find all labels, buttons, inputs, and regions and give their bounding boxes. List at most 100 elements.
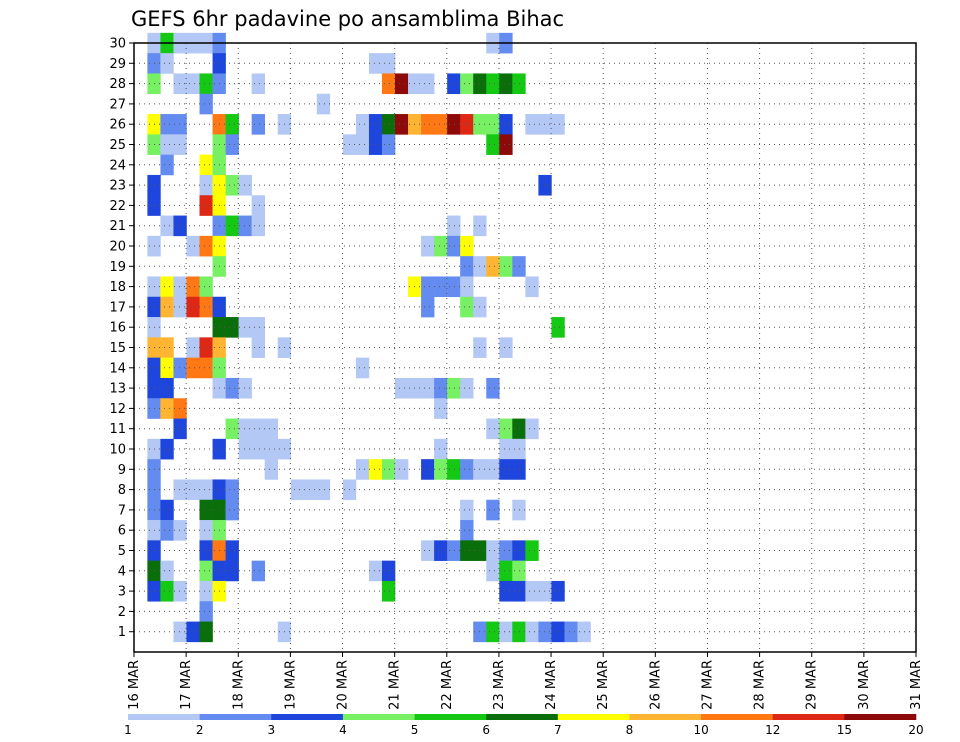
legend-swatch-8 bbox=[629, 714, 702, 720]
x-tick-label: 18 MAR bbox=[231, 660, 246, 710]
cell-m28-t30 bbox=[512, 73, 526, 95]
cell-m19-t30 bbox=[512, 256, 526, 277]
x-tick-label: 20 MAR bbox=[336, 660, 351, 710]
cell-m11-t29 bbox=[499, 418, 513, 440]
cell-m6-t3 bbox=[160, 520, 174, 541]
cell-m9-t30 bbox=[512, 459, 526, 480]
cell-m9-t29 bbox=[499, 459, 513, 480]
cell-m21-t10 bbox=[251, 215, 265, 237]
cell-m7-t30 bbox=[512, 499, 526, 521]
cell-m1-t5 bbox=[186, 621, 200, 643]
cell-m20-t5 bbox=[186, 235, 200, 257]
cell-m9-t24 bbox=[434, 459, 448, 480]
cell-m18-t26 bbox=[460, 276, 474, 298]
y-tick-label: 28 bbox=[109, 77, 126, 92]
cell-m7-t8 bbox=[225, 499, 239, 521]
cell-m3-t30 bbox=[512, 580, 526, 602]
legend-swatch-11 bbox=[844, 714, 917, 720]
cell-m13-t28 bbox=[486, 377, 500, 399]
cell-m8-t14 bbox=[303, 479, 318, 501]
cell-m28-t28 bbox=[486, 73, 500, 95]
cell-m26-t28 bbox=[486, 114, 500, 135]
y-tick-label: 12 bbox=[109, 402, 126, 417]
cell-m6-t6 bbox=[199, 520, 213, 541]
x-tick-label: 16 MAR bbox=[127, 660, 142, 710]
cell-m4-t20 bbox=[381, 560, 396, 582]
cell-m1-t30 bbox=[512, 621, 526, 643]
x-tick-label: 24 MAR bbox=[544, 660, 559, 710]
legend-label: 4 bbox=[339, 723, 347, 737]
cell-m10-t3 bbox=[160, 438, 174, 460]
cell-m16-t33 bbox=[551, 317, 565, 338]
cell-m4-t28 bbox=[486, 560, 500, 582]
cell-m10-t30 bbox=[512, 438, 526, 460]
x-tick-label: 29 MAR bbox=[805, 660, 820, 710]
cell-m9-t18 bbox=[355, 459, 370, 480]
cell-m13-t8 bbox=[225, 377, 239, 399]
cell-m26-t26 bbox=[460, 114, 474, 135]
y-tick-label: 4 bbox=[118, 564, 126, 579]
cell-m26-t3 bbox=[160, 114, 174, 135]
cell-m24-t3 bbox=[160, 154, 174, 176]
cell-m18-t23 bbox=[421, 276, 435, 298]
x-tick-label: 26 MAR bbox=[648, 660, 663, 710]
cell-m21-t3 bbox=[160, 215, 174, 237]
cell-m5-t26 bbox=[460, 540, 474, 561]
grid-lines bbox=[134, 42, 916, 652]
cell-m20-t26 bbox=[460, 235, 474, 257]
cell-m21-t4 bbox=[173, 215, 187, 237]
cell-m15-t3 bbox=[160, 337, 174, 358]
cell-m8-t15 bbox=[316, 479, 331, 501]
cell-m3-t32 bbox=[538, 580, 552, 602]
cell-m10-t24 bbox=[434, 438, 448, 460]
y-tick-label: 13 bbox=[109, 382, 126, 397]
cell-m13-t9 bbox=[238, 377, 252, 399]
cell-m1-t29 bbox=[499, 621, 513, 643]
y-tick-label: 21 bbox=[109, 219, 126, 234]
cell-m5-t24 bbox=[434, 540, 448, 561]
cell-m26-t25 bbox=[447, 114, 461, 135]
cell-m26-t31 bbox=[525, 114, 539, 135]
cell-m17-t23 bbox=[421, 296, 435, 318]
cell-m22-t6 bbox=[199, 195, 213, 216]
cell-m9-t19 bbox=[368, 459, 383, 480]
cell-m27-t15 bbox=[316, 93, 331, 115]
y-tick-label: 19 bbox=[109, 260, 126, 275]
cell-m19-t26 bbox=[460, 256, 474, 277]
cell-m26-t29 bbox=[499, 114, 513, 135]
cell-m1-t32 bbox=[538, 621, 552, 643]
cell-m18-t6 bbox=[199, 276, 213, 298]
legend-swatch-5 bbox=[414, 714, 487, 720]
cell-m8-t13 bbox=[290, 479, 305, 501]
cell-m28-t4 bbox=[173, 73, 187, 95]
y-tick-label: 23 bbox=[109, 179, 126, 194]
cell-m4-t30 bbox=[512, 560, 526, 582]
cell-m5-t31 bbox=[525, 540, 539, 561]
legend-swatch-7 bbox=[557, 714, 630, 720]
cell-m9-t20 bbox=[381, 459, 396, 480]
y-tick-label: 10 bbox=[109, 443, 126, 458]
legend-label: 3 bbox=[267, 723, 275, 737]
cell-m12-t4 bbox=[173, 398, 187, 419]
y-tick-label: 18 bbox=[109, 280, 126, 295]
cell-m4-t19 bbox=[368, 560, 383, 582]
x-tick-label: 22 MAR bbox=[440, 660, 455, 710]
cell-m3-t29 bbox=[499, 580, 513, 602]
cell-m23-t32 bbox=[538, 174, 552, 196]
cell-m17-t4 bbox=[173, 296, 187, 318]
cell-m23-t9 bbox=[238, 174, 252, 196]
cell-m1-t34 bbox=[564, 621, 578, 643]
cell-m18-t24 bbox=[434, 276, 448, 298]
cell-m15-t10 bbox=[251, 337, 265, 358]
cell-m12-t3 bbox=[160, 398, 174, 419]
legend-label: 7 bbox=[554, 723, 562, 737]
legend-label: 1 bbox=[124, 723, 132, 737]
cell-m18-t3 bbox=[160, 276, 174, 298]
cell-m1-t6 bbox=[199, 621, 213, 643]
cell-m26-t10 bbox=[251, 114, 265, 135]
cell-m9-t23 bbox=[421, 459, 435, 480]
cell-m21-t25 bbox=[447, 215, 461, 237]
legend-label: 20 bbox=[908, 723, 923, 737]
cell-m26-t32 bbox=[538, 114, 552, 135]
cell-m15-t5 bbox=[186, 337, 200, 358]
